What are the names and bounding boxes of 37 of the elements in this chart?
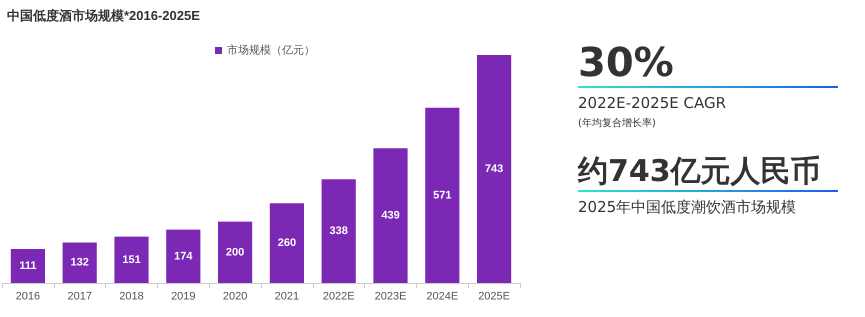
bar bbox=[322, 179, 356, 283]
chart-title: 中国低度酒市场规模*2016-2025E bbox=[7, 8, 200, 23]
bar bbox=[62, 242, 97, 283]
bar bbox=[477, 55, 512, 283]
x-tick-label: 2023E bbox=[374, 290, 406, 302]
text: (年均复合增长率) bbox=[578, 116, 657, 130]
bar bbox=[114, 236, 149, 283]
data-label: 743 bbox=[484, 163, 504, 175]
data-label: 439 bbox=[381, 210, 400, 222]
data-label: 111 bbox=[19, 260, 36, 272]
data-label: 174 bbox=[174, 250, 194, 262]
x-tick-label: 2018 bbox=[119, 290, 144, 302]
data-label: 338 bbox=[330, 225, 348, 238]
x-tick-label: 2017 bbox=[67, 290, 92, 302]
text: 约743亿元人民币 bbox=[578, 154, 822, 190]
bar bbox=[218, 222, 252, 283]
bar bbox=[373, 148, 408, 283]
x-tick-label: 2025E bbox=[478, 290, 510, 302]
x-tick-label: 2020 bbox=[222, 290, 248, 302]
x-tick-label: 2022E bbox=[322, 290, 355, 302]
bar bbox=[10, 248, 45, 283]
text: 2025年中国低度潮饮酒市场规模 bbox=[578, 198, 798, 217]
bar bbox=[425, 108, 460, 283]
data-label: 260 bbox=[278, 237, 296, 250]
text: 30% bbox=[578, 40, 675, 86]
bar bbox=[166, 230, 200, 283]
text: 2022E-2025E CAGR bbox=[578, 94, 728, 112]
x-tick-label: 2016 bbox=[16, 290, 40, 302]
x-tick-label: 2021 bbox=[274, 290, 300, 302]
legend-label: 市场规模（亿元） bbox=[227, 44, 315, 56]
x-tick-label: 2019 bbox=[171, 290, 196, 302]
data-label: 571 bbox=[433, 189, 452, 202]
bar bbox=[270, 203, 304, 283]
data-label: 132 bbox=[70, 256, 89, 269]
data-label: 200 bbox=[226, 246, 244, 258]
data-label: 151 bbox=[122, 254, 141, 266]
x-tick-label: 2024E bbox=[426, 290, 458, 302]
